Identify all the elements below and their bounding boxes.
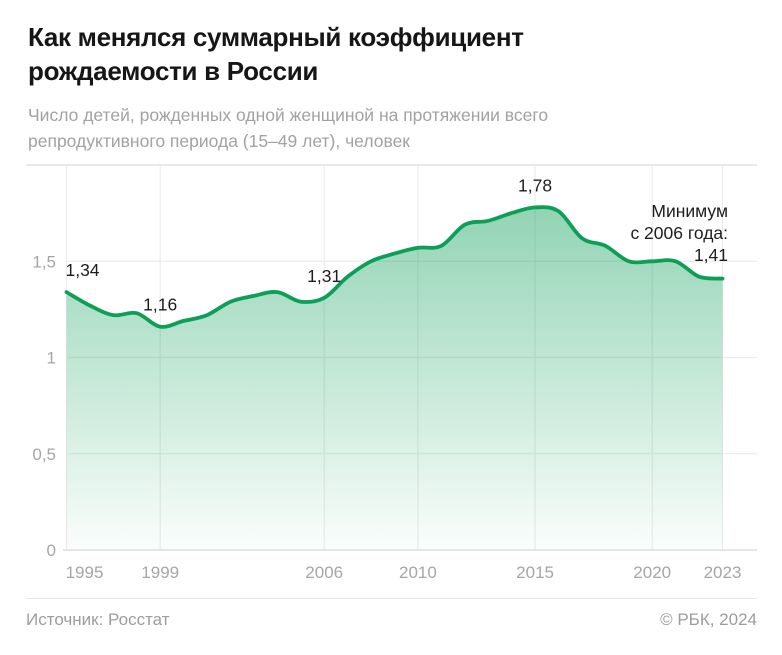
y-tick-label: 1 — [47, 349, 56, 368]
page-title-line2: рождаемости в России — [28, 56, 319, 86]
x-tick-label: 1999 — [141, 563, 179, 582]
footer-divider — [26, 598, 757, 599]
series-area-fill — [66, 207, 723, 550]
point-value-label: 1,31 — [307, 266, 341, 286]
minimum-annotation-line: с 2006 года: — [630, 223, 728, 243]
y-tick-label: 0,5 — [32, 445, 56, 464]
fertility-rate-chart: 0 0,5 1 1,5 1995 1999 2006 2010 2015 2020 2023 1,34… — [0, 160, 782, 592]
series-line — [64, 205, 725, 329]
x-tick-label: 2020 — [633, 563, 671, 582]
page-title-line1: Как менялся суммарный коэффициент — [28, 22, 524, 52]
minimum-annotation-line: Минимум — [651, 201, 728, 221]
point-value-label: 1,34 — [65, 260, 99, 280]
copyright-label: © РБК, 2024 — [660, 610, 757, 629]
page-title: Как менялся суммарный коэффициент рождае… — [28, 20, 748, 88]
source-label: Источник: Росстат — [26, 610, 170, 629]
x-tick-label: 2023 — [704, 563, 742, 582]
x-tick-label: 2015 — [516, 563, 554, 582]
x-tick-label: 2006 — [305, 563, 343, 582]
minimum-annotation-line: 1,41 — [694, 245, 728, 265]
point-value-label: 1,16 — [143, 295, 177, 315]
chart-subtitle-line1: Число детей, рожденных одной женщиной на… — [28, 105, 549, 125]
y-tick-label: 1,5 — [32, 252, 56, 271]
chart-subtitle-line2: репродуктивного периода (15–49 лет), чел… — [28, 131, 410, 151]
chart-subtitle: Число детей, рожденных одной женщиной на… — [28, 102, 748, 154]
x-tick-label: 2010 — [399, 563, 437, 582]
fertility-rate-chart-svg: 0 0,5 1 1,5 1995 1999 2006 2010 2015 2020 2023 1,34… — [26, 164, 757, 582]
y-tick-label: 0 — [47, 541, 56, 560]
point-value-label: 1,78 — [518, 175, 552, 195]
x-tick-label: 1995 — [66, 563, 104, 582]
